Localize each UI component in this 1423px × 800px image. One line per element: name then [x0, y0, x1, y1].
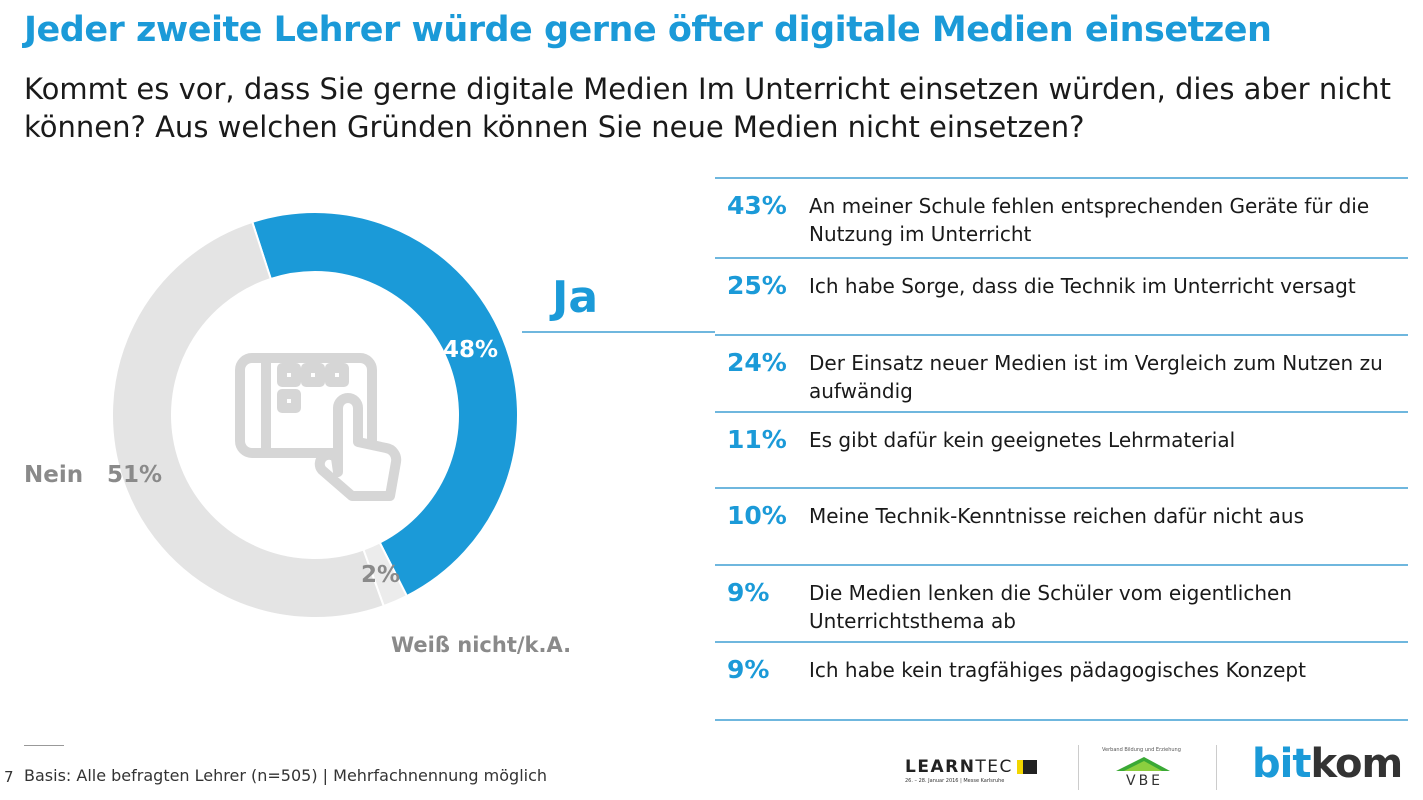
reason-row: 24% Der Einsatz neuer Medien ist im Verg… [715, 334, 1408, 411]
reason-row: 9% Ich habe kein tragfähiges pädagogisch… [715, 641, 1408, 721]
donut-slice-0 [251, 211, 519, 598]
vbe-name: VBE [1126, 773, 1164, 789]
reason-row: 25% Ich habe Sorge, dass die Technik im … [715, 257, 1408, 334]
bitkom-name-bit: bit [1252, 741, 1311, 787]
learntec-name-tec: TEC [975, 757, 1013, 777]
bitkom-logo: bitkom [1252, 741, 1403, 787]
page-number: 7 [4, 768, 14, 786]
footer-rule [24, 745, 64, 746]
reason-text: Es gibt dafür kein geeignetes Lehrmateri… [809, 428, 1236, 452]
tablet-touch-icon [235, 353, 402, 501]
reason-percent: 25% [727, 271, 787, 300]
learntec-square-icon [1016, 760, 1037, 774]
nein-percent-label: 51% [107, 462, 163, 488]
reason-row: 11% Es gibt dafür kein geeignetes Lehrma… [715, 411, 1408, 487]
bitkom-name-kom: kom [1310, 741, 1403, 787]
nein-label: Nein [24, 462, 84, 488]
reason-text: Der Einsatz neuer Medien ist im Vergleic… [809, 351, 1383, 403]
reason-percent: 10% [727, 501, 787, 530]
vbe-mark-icon [1116, 757, 1170, 771]
donut-chart [111, 211, 519, 620]
reason-text: Die Medien lenken die Schüler vom eigent… [809, 581, 1292, 633]
logo-divider [1216, 745, 1217, 790]
reason-percent: 9% [727, 655, 770, 684]
donut-slice-2 [111, 220, 385, 620]
reason-row: 9% Die Medien lenken die Schüler vom eig… [715, 564, 1408, 641]
learntec-date: 26. – 28. Januar 2016 | Messe Karlsruhe [905, 778, 1005, 784]
unknown-label: Weiß nicht/k.A. [391, 633, 572, 657]
footer-basis: Basis: Alle befragten Lehrer (n=505) | M… [24, 766, 548, 785]
ja-group-label: Ja [552, 272, 599, 323]
reason-row: 10% Meine Technik-Kenntnisse reichen daf… [715, 487, 1408, 564]
ja-percent-label: 48% [443, 337, 499, 363]
donut-slices [111, 211, 519, 620]
learntec-logo: LEARNTEC 26. – 28. Januar 2016 | Messe K… [905, 757, 1037, 784]
reason-text: An meiner Schule fehlen entsprechenden G… [809, 194, 1370, 246]
reason-percent: 43% [727, 191, 787, 220]
unknown-percent-label: 2% [361, 562, 401, 588]
reason-text: Ich habe kein tragfähiges pädagogisches … [809, 658, 1306, 682]
reason-row: 43% An meiner Schule fehlen entsprechend… [715, 177, 1408, 257]
reason-percent: 24% [727, 348, 787, 377]
page-title: Jeder zweite Lehrer würde gerne öfter di… [24, 10, 1272, 50]
reason-text: Meine Technik-Kenntnisse reichen dafür n… [809, 504, 1304, 528]
reason-percent: 9% [727, 578, 770, 607]
ja-connector-line [522, 331, 715, 333]
question-subtitle: Kommt es vor, dass Sie gerne digitale Me… [24, 72, 1391, 144]
reason-text: Ich habe Sorge, dass die Technik im Unte… [809, 274, 1356, 298]
reason-percent: 11% [727, 425, 787, 454]
reasons-table: 43% An meiner Schule fehlen entsprechend… [715, 177, 1408, 721]
logo-divider [1078, 745, 1079, 790]
vbe-logo: Verband Bildung und Erziehung VBE [1102, 747, 1182, 791]
vbe-tagline: Verband Bildung und Erziehung [1102, 747, 1181, 753]
learntec-name: LEARN [905, 757, 976, 777]
